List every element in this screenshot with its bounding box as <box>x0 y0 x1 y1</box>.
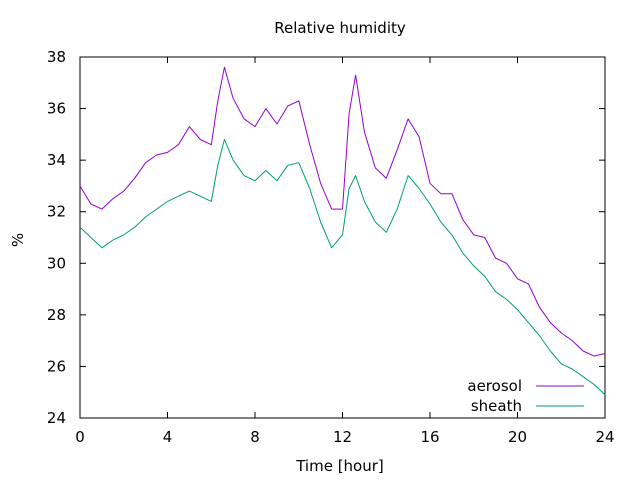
y-tick-label: 32 <box>47 203 66 221</box>
y-tick-label: 36 <box>47 100 66 118</box>
y-tick-label: 26 <box>47 357 66 375</box>
x-tick-label: 12 <box>333 428 352 446</box>
axis-ticks: 0 4 8 12 16 20 24 24 26 28 30 32 34 36 38 <box>47 48 615 446</box>
plot-area-border <box>79 56 606 419</box>
series-lines <box>79 66 606 396</box>
y-tick-label: 28 <box>47 306 66 324</box>
series-line-sheath <box>79 139 606 396</box>
legend-label-aerosol: aerosol <box>467 377 522 395</box>
x-tick-label: 8 <box>250 428 260 446</box>
y-tick-label: 24 <box>47 409 66 427</box>
x-tick-label: 24 <box>595 428 614 446</box>
legend: aerosol sheath <box>467 377 584 415</box>
y-axis-label: % <box>9 233 27 247</box>
y-tick-label: 34 <box>47 151 66 169</box>
y-tick-label: 30 <box>47 254 66 272</box>
x-tick-label: 20 <box>508 428 527 446</box>
x-tick-label: 4 <box>163 428 173 446</box>
series-line-aerosol <box>79 66 606 357</box>
y-tick-label: 38 <box>47 48 66 66</box>
x-tick-label: 16 <box>420 428 439 446</box>
x-axis-label: Time [hour] <box>295 457 384 475</box>
legend-label-sheath: sheath <box>471 397 522 415</box>
x-tick-label: 0 <box>75 428 85 446</box>
chart-title: Relative humidity <box>274 19 406 37</box>
